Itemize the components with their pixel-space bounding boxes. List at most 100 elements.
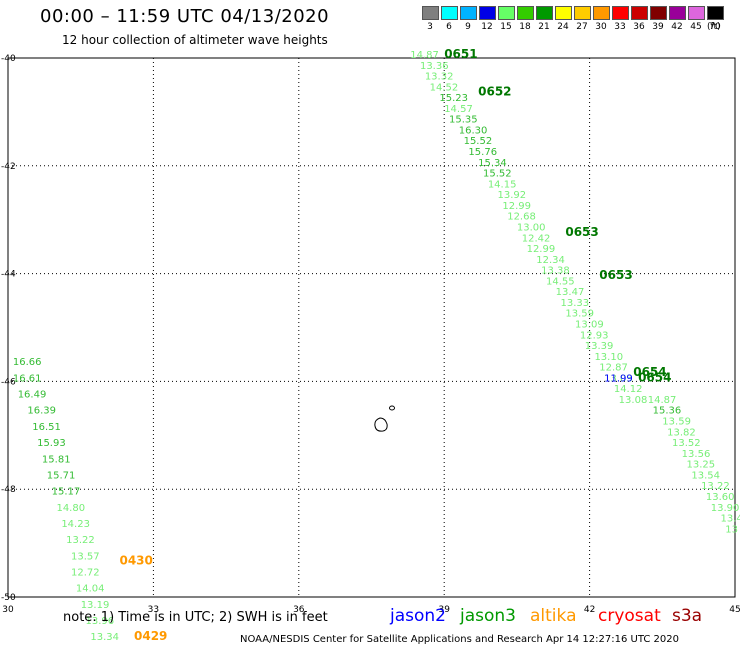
mission-cryosat: cryosat: [598, 606, 661, 626]
map-frame: [7, 57, 736, 598]
legend-swatch: [422, 6, 439, 20]
swh-label: 12.93: [580, 330, 609, 341]
swh-label: 13.47: [556, 287, 585, 298]
legend-swatch: [460, 6, 477, 20]
time-label: 0430: [119, 554, 152, 568]
swh-label: 13.19: [81, 600, 110, 611]
legend-label: 39: [652, 22, 664, 32]
swh-label: 13.92: [498, 190, 527, 201]
swh-label: 15.71: [47, 470, 76, 481]
legend-label: 12: [481, 22, 493, 32]
swh-label: 13.39: [585, 341, 614, 352]
swh-label: 13.25: [687, 460, 716, 471]
lon-tick-label: 39: [438, 605, 450, 615]
legend-swatch: [631, 6, 648, 20]
swh-label: 13.90: [711, 503, 740, 514]
legend-label: 24: [557, 22, 569, 32]
legend-label: 3: [427, 22, 433, 32]
swh-label: 14.87: [410, 50, 439, 61]
swh-label: 15.36: [653, 406, 682, 417]
swh-label: 16.30: [459, 125, 488, 136]
legend-label: 70: [709, 22, 721, 32]
time-label: 0654: [633, 365, 666, 379]
note-text: note: 1) Time is in UTC; 2) SWH is in fe…: [63, 610, 328, 625]
map-title: 00:00 – 11:59 UTC 04/13/2020: [40, 6, 330, 27]
swh-label: 13.59: [565, 309, 594, 320]
mission-altika: altika: [530, 606, 577, 626]
lat-tick-label: -46: [1, 377, 16, 387]
swh-label: 13.54: [691, 470, 720, 481]
swh-label: 14.15: [488, 179, 517, 190]
legend-swatch: [612, 6, 629, 20]
swh-label: 13.22: [66, 535, 95, 546]
legend-swatch: [441, 6, 458, 20]
swh-label-jason2: 11.99: [604, 373, 633, 384]
swh-label: 13.32: [425, 72, 454, 83]
time-label: 0654: [638, 370, 671, 384]
swh-label: 13.36: [420, 61, 449, 72]
legend-label: 42: [671, 22, 683, 32]
lat-tick-label: -50: [1, 593, 16, 603]
swh-label: 15.52: [483, 169, 512, 180]
legend-unit: (ft): [707, 22, 721, 32]
swh-label: 14.12: [614, 384, 643, 395]
legend-label: 27: [576, 22, 588, 32]
swh-label: 12.99: [527, 244, 556, 255]
lon-tick-label: 45: [729, 605, 740, 615]
legend-swatch: [498, 6, 515, 20]
color-legend: (ft) 3 6 9 12 15 18 21 24 27 30 33 36 39 42 45 70: [422, 6, 728, 36]
swh-label: 13.52: [672, 438, 701, 449]
lon-tick-label: 42: [584, 605, 595, 615]
time-label: 0653: [599, 268, 632, 282]
legend-label: 33: [614, 22, 626, 32]
footer-credit: NOAA/NESDIS Center for Satellite Applica…: [240, 634, 679, 645]
swh-label: 13.09: [575, 320, 604, 331]
swh-label: 12.68: [507, 212, 536, 223]
lat-tick-label: -40: [1, 54, 16, 64]
time-label: 0429: [134, 629, 167, 643]
lon-tick-label: 36: [293, 605, 305, 615]
time-label: 0653: [565, 225, 598, 239]
legend-swatch: [707, 6, 724, 20]
swh-label: 13.10: [594, 352, 623, 363]
legend-swatch: [479, 6, 496, 20]
legend-swatch: [669, 6, 686, 20]
swh-label: 15.93: [37, 438, 66, 449]
swh-label: 13.33: [561, 298, 590, 309]
island-outline: [374, 417, 388, 432]
swh-label: 12.99: [502, 201, 531, 212]
legend-label: 9: [465, 22, 471, 32]
swh-label: 15.52: [464, 136, 493, 147]
swh-label: 13.82: [667, 427, 696, 438]
legend-swatch: [555, 6, 572, 20]
swh-label: 16.49: [18, 390, 47, 401]
lat-tick-label: -42: [1, 162, 16, 172]
legend-swatch: [650, 6, 667, 20]
swh-label: 12.72: [71, 567, 100, 578]
lat-tick-label: -44: [1, 270, 16, 280]
legend-label: 15: [500, 22, 512, 32]
mission-s3a: s3a: [672, 606, 703, 626]
swh-label: 13.59: [662, 417, 691, 428]
lat-tick-label: -48: [1, 485, 16, 495]
legend-label: 6: [446, 22, 452, 32]
swh-label: 15.76: [468, 147, 497, 158]
legend-label: 21: [538, 22, 550, 32]
swh-label: 12.34: [536, 255, 565, 266]
swh-label: 14.04: [76, 584, 105, 595]
swh-label: 15.81: [42, 454, 71, 465]
swh-label: 16.51: [32, 422, 61, 433]
swh-label: 13.34: [90, 632, 119, 643]
swh-label: 15.23: [439, 93, 468, 104]
swh-label: 16.39: [27, 406, 56, 417]
swh-label: 14.23: [61, 519, 90, 530]
legend-swatch: [574, 6, 591, 20]
swh-label: 14.87: [648, 395, 677, 406]
swh-label: 13.22: [701, 481, 730, 492]
mission-jason3: jason3: [460, 606, 516, 626]
swh-label: 14.80: [56, 503, 85, 514]
swh-label: 13.03: [604, 373, 633, 384]
swh-label: 13.57: [71, 551, 100, 562]
swh-label: 14.52: [430, 82, 459, 93]
